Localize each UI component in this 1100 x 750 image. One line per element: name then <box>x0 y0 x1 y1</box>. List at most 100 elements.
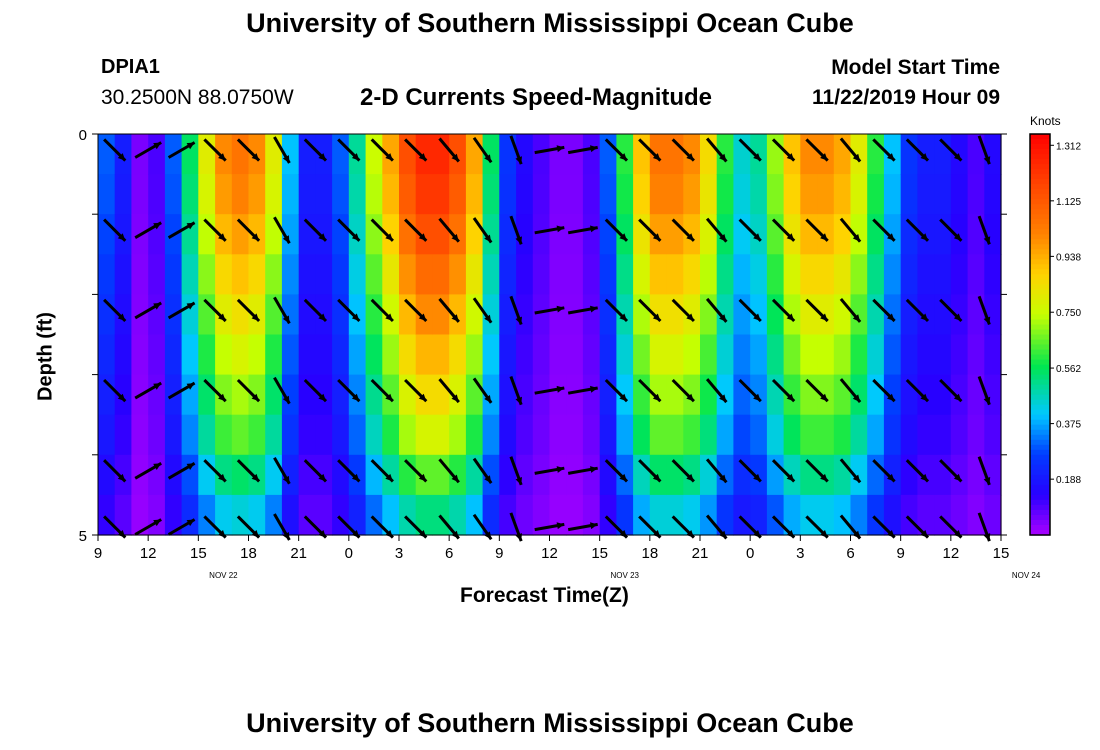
heatmap-cell <box>281 254 300 295</box>
heatmap-cell <box>733 334 751 376</box>
colorbar-swatch <box>1030 454 1050 461</box>
current-vector <box>977 295 991 326</box>
current-vector <box>134 141 162 159</box>
current-vector-head <box>451 153 459 162</box>
heatmap-cell <box>666 414 684 456</box>
heatmap-cell <box>817 334 835 376</box>
current-vector-head <box>251 393 260 402</box>
current-vector-head <box>719 394 727 403</box>
heatmap-cell <box>148 414 166 456</box>
heatmap-cell <box>750 454 768 496</box>
colorbar-swatch <box>1030 269 1050 275</box>
current-vector-head <box>820 313 828 321</box>
current-vector <box>370 218 394 242</box>
current-vector-head <box>318 313 326 321</box>
current-vector <box>167 462 196 480</box>
heatmap-cell <box>482 174 500 215</box>
current-vector <box>567 145 598 155</box>
heatmap-cell <box>817 374 835 416</box>
heatmap-cell <box>733 414 751 456</box>
current-vector-head <box>251 313 260 321</box>
heatmap-cell <box>549 334 567 376</box>
heatmap-cell <box>716 454 734 496</box>
current-vector-head <box>484 234 492 243</box>
heatmap-cell <box>231 334 250 376</box>
heatmap-cell <box>365 254 383 295</box>
heatmap-cell <box>616 374 634 416</box>
heatmap-cell <box>633 334 651 376</box>
current-vector-head <box>515 316 522 325</box>
heatmap-cell <box>215 294 233 336</box>
current-vector <box>771 515 796 539</box>
current-vector-head <box>786 473 795 482</box>
heatmap-cell <box>131 494 149 536</box>
heatmap-cell <box>482 374 500 416</box>
current-vector <box>705 217 728 243</box>
heatmap-cell <box>348 254 367 295</box>
heatmap-cell <box>566 134 584 175</box>
heatmap-cell <box>783 494 801 536</box>
colorbar-swatch <box>1030 304 1050 310</box>
heatmap-cell <box>984 494 1002 536</box>
heatmap-cell <box>265 454 283 496</box>
y-axis: 05 <box>79 127 1007 545</box>
current-vector <box>534 305 565 315</box>
current-vector <box>738 459 762 483</box>
current-vector <box>370 378 394 403</box>
current-vector <box>872 218 896 242</box>
current-vector <box>438 378 460 404</box>
heatmap-cell <box>967 414 985 456</box>
current-vector <box>905 138 930 162</box>
heatmap-cell <box>950 254 969 295</box>
current-vector-head <box>920 473 928 482</box>
heatmap-cell <box>499 214 517 255</box>
heatmap-cell <box>265 254 283 295</box>
colorbar-swatch <box>1030 284 1050 290</box>
colorbar-swatch <box>1030 379 1050 386</box>
heatmap-cell <box>449 374 467 416</box>
current-vector-head <box>484 154 492 163</box>
heatmap-cell <box>783 374 801 416</box>
heatmap-cell <box>967 254 985 295</box>
colorbar-swatch <box>1030 174 1050 180</box>
current-vector <box>203 218 227 242</box>
colorbar-swatch <box>1030 214 1050 220</box>
heatmap-cell <box>415 254 433 295</box>
heatmap-cell <box>164 254 183 295</box>
current-vector-head <box>218 393 226 402</box>
page-title: University of Southern Mississippi Ocean… <box>246 8 854 38</box>
heatmap-cell <box>131 414 149 456</box>
heatmap-cell <box>616 134 634 175</box>
heatmap-cell <box>900 254 918 295</box>
current-vector-head <box>153 519 162 527</box>
heatmap-cell <box>867 254 885 295</box>
current-vector <box>671 218 695 242</box>
current-vector <box>567 466 598 475</box>
current-vector <box>370 298 394 323</box>
heatmap-cell <box>399 414 417 456</box>
current-vector-head <box>753 393 761 402</box>
heatmap-cell <box>883 254 902 295</box>
heatmap-cell <box>198 174 216 215</box>
colorbar-swatch <box>1030 389 1050 396</box>
current-vector <box>671 138 695 162</box>
current-vector-head <box>385 530 393 538</box>
heatmap-cell <box>733 254 751 295</box>
heatmap-cell <box>248 214 266 255</box>
current-vector-head <box>318 473 326 482</box>
heatmap-cell <box>499 414 517 456</box>
date-label: NOV 22 <box>209 571 238 580</box>
heatmap-cell <box>883 494 902 536</box>
current-vector <box>404 515 428 539</box>
heatmap-cell <box>482 494 500 536</box>
heatmap-cell <box>566 374 584 416</box>
x-tick-label: 0 <box>746 545 754 562</box>
current-vector <box>337 378 361 403</box>
current-vector <box>738 378 762 403</box>
current-vector <box>337 298 361 323</box>
heatmap-cell <box>449 334 467 376</box>
heatmap-cell <box>616 454 634 496</box>
heatmap-cell <box>750 134 768 175</box>
current-vector <box>472 136 493 164</box>
current-vector-head <box>153 383 162 390</box>
